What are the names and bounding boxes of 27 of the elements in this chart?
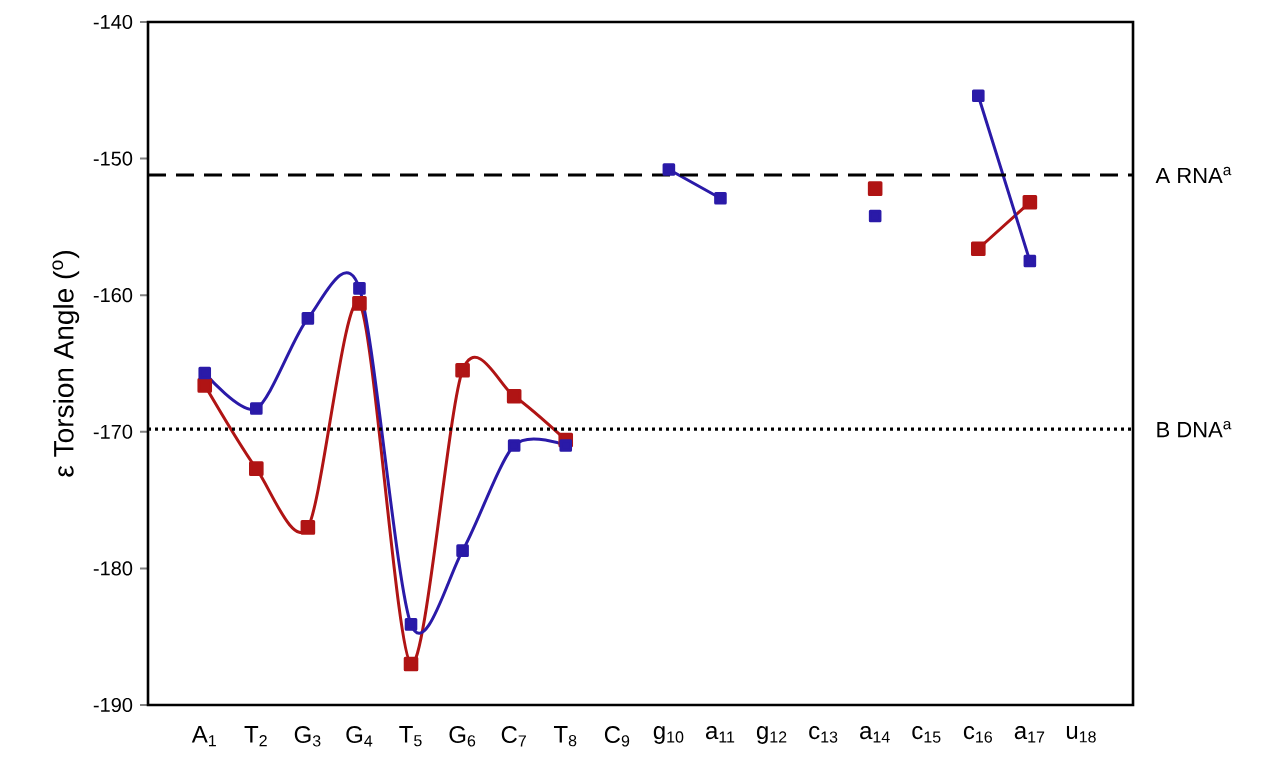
x-tick-label: g$_{10}$ bbox=[653, 726, 684, 744]
x-tick-label: T$_{8}$ bbox=[553, 726, 577, 747]
y-tick-label: -160 bbox=[93, 288, 133, 303]
x-tick-label: C$_{7}$ bbox=[501, 726, 526, 747]
x-tick-label: g$_{12}$ bbox=[756, 726, 787, 744]
x-tick-label: C$_{9}$ bbox=[604, 726, 630, 747]
x-tick-label: a$_{11}$ bbox=[705, 726, 735, 743]
x-tick-label: c$_{16}$ bbox=[963, 726, 992, 743]
x-tick-label: c$_{15}$ bbox=[912, 726, 941, 743]
x-tick-label: c$_{13}$ bbox=[809, 726, 838, 743]
x-tick-label: a$_{14}$ bbox=[860, 726, 890, 743]
y-tick-label: -140 bbox=[93, 14, 133, 30]
x-tick-label: T$_{2}$ bbox=[244, 726, 267, 747]
y-axis-title: ε Torsion Angle ($^{o}$) bbox=[52, 251, 80, 477]
x-tick-label: G$_{3}$ bbox=[294, 726, 321, 747]
ref-line-label: B DNA$^{a}$ bbox=[1157, 420, 1232, 438]
y-tick-label: -180 bbox=[93, 561, 133, 576]
y-tick-label: -170 bbox=[93, 424, 133, 439]
x-tick-label: A$_{1}$ bbox=[191, 726, 216, 747]
x-tick-label: G$_{6}$ bbox=[449, 726, 476, 747]
x-tick-label: T$_{5}$ bbox=[399, 726, 422, 747]
y-tick-label: -190 bbox=[93, 697, 133, 713]
x-tick-label: a$_{17}$ bbox=[1014, 726, 1045, 743]
ref-line-label: A RNA$^{a}$ bbox=[1155, 166, 1232, 184]
x-tick-label: u$_{18}$ bbox=[1066, 726, 1096, 743]
x-tick-label: G$_{4}$ bbox=[346, 726, 373, 747]
y-tick-label: -150 bbox=[93, 151, 133, 166]
